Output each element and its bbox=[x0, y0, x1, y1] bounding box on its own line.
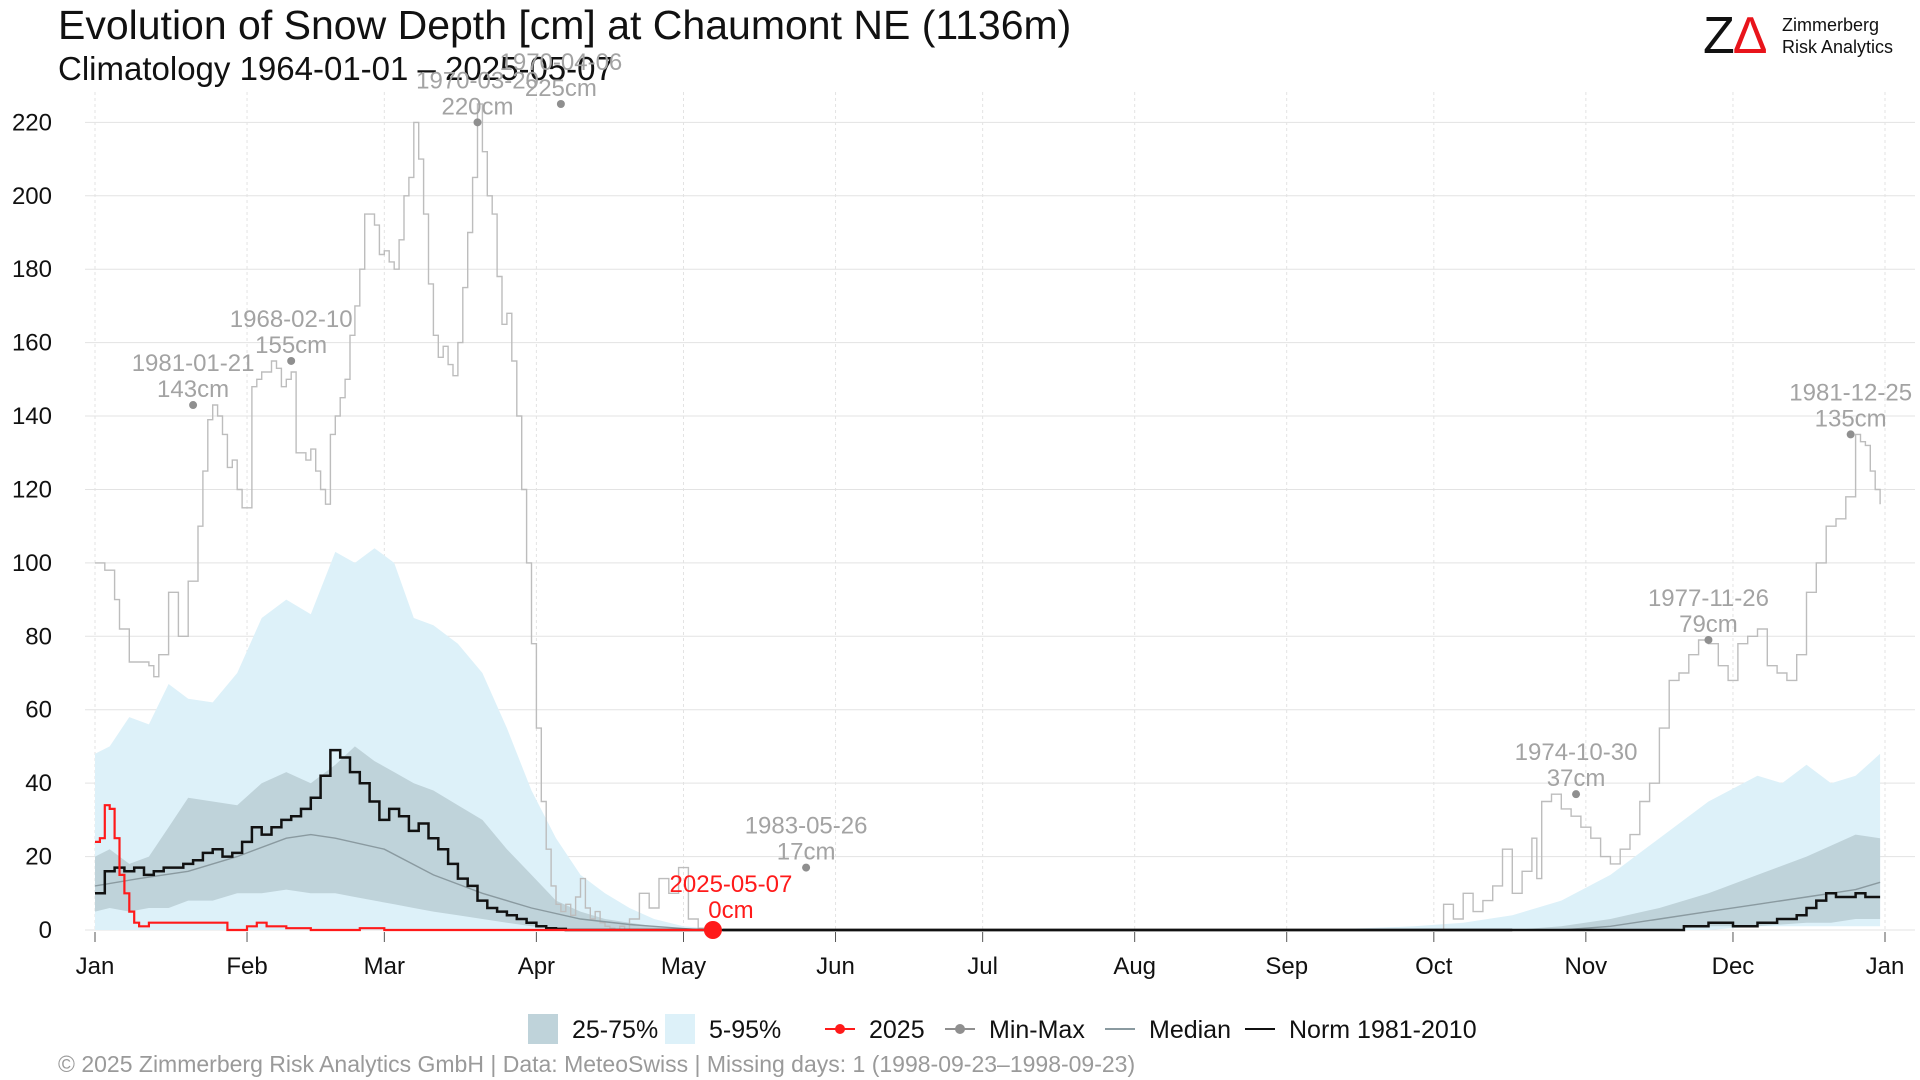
series-2025-line bbox=[95, 804, 713, 932]
y-tick-label: 100 bbox=[12, 550, 52, 577]
x-tick-label: Jan bbox=[76, 953, 115, 980]
median-line bbox=[94, 833, 1881, 931]
annotation-point bbox=[556, 100, 565, 108]
legend-label: 25-75% bbox=[572, 1016, 658, 1044]
copyright-caption: © 2025 Zimmerberg Risk Analytics GmbH | … bbox=[58, 1051, 1136, 1077]
y-tick-label: 40 bbox=[25, 770, 52, 797]
y-tick-label: 200 bbox=[12, 183, 52, 210]
logo-mark-icon: ZΔ bbox=[1703, 7, 1768, 65]
annotation-value: 37cm bbox=[1547, 765, 1606, 792]
legend-label: Norm 1981-2010 bbox=[1289, 1016, 1477, 1044]
annotation-date: 1970-04-06 bbox=[500, 49, 623, 76]
annotation-value: 143cm bbox=[157, 376, 229, 403]
annotation-date: 1983-05-26 bbox=[745, 813, 868, 840]
x-tick-label: Dec bbox=[1712, 953, 1755, 980]
x-tick-label: Apr bbox=[518, 953, 555, 980]
annotation-value: 225cm bbox=[525, 75, 597, 102]
legend-swatch bbox=[665, 1014, 695, 1044]
annotation-date: 1974-10-30 bbox=[1515, 739, 1638, 766]
company-logo: ZΔ Zimmerberg Risk Analytics bbox=[1703, 8, 1903, 68]
y-tick-label: 60 bbox=[25, 697, 52, 724]
band-layer bbox=[95, 548, 1881, 930]
legend-swatch bbox=[528, 1014, 558, 1044]
annotation-date: 1981-12-25 bbox=[1789, 379, 1912, 406]
line-layer bbox=[94, 103, 1881, 939]
annotation-value: 17cm bbox=[777, 839, 836, 866]
axis-layer: 0 20 40 60 80 100 120 140 160 180 200 220 Jan Feb Mar A… bbox=[12, 109, 1904, 980]
annotation-date: 1977-11-26 bbox=[1648, 585, 1769, 612]
min-max-line bbox=[95, 103, 1881, 931]
x-tick-label: Jan bbox=[1866, 953, 1905, 980]
band-25-75 bbox=[95, 746, 1881, 930]
y-tick-label: 0 bbox=[39, 917, 52, 944]
x-tick-label: Feb bbox=[226, 953, 267, 980]
annotation-value: 155cm bbox=[255, 332, 327, 359]
y-tick-label: 140 bbox=[12, 403, 52, 430]
y-tick-label: 160 bbox=[12, 330, 52, 357]
logo-text: Zimmerberg Risk Analytics bbox=[1782, 14, 1893, 58]
x-tick-label: Nov bbox=[1565, 953, 1608, 980]
legend-label: 5-95% bbox=[709, 1016, 781, 1044]
legend: 25-75% 5-95% 2025 Min-Max Median Norm 1981-20… bbox=[528, 1014, 1477, 1044]
x-tick-label: Aug bbox=[1113, 953, 1156, 980]
x-tick-label: Sep bbox=[1265, 953, 1308, 980]
annotation-point bbox=[473, 118, 482, 127]
annotation-date: 1968-02-10 bbox=[230, 306, 353, 333]
annotation-point bbox=[802, 863, 811, 872]
annotation-value: 220cm bbox=[441, 93, 513, 120]
current-point-marker bbox=[703, 921, 722, 939]
y-tick-label: 120 bbox=[12, 476, 52, 503]
y-tick-label: 20 bbox=[25, 844, 52, 871]
logo-line-1: Zimmerberg bbox=[1782, 15, 1880, 35]
legend-label: Min-Max bbox=[989, 1016, 1085, 1044]
annotation-point bbox=[1846, 430, 1855, 439]
chart-subtitle: Climatology 1964-01-01 – 2025-05-07 bbox=[58, 50, 614, 87]
logo-letter-z: Z bbox=[1703, 7, 1735, 65]
annotation-value: 79cm bbox=[1679, 611, 1738, 638]
annotation-point bbox=[287, 356, 296, 365]
annotation-date: 1970-03-20 bbox=[416, 67, 539, 94]
annotation-point bbox=[1572, 790, 1581, 799]
x-tick-label: Oct bbox=[1415, 953, 1453, 980]
legend-label: 2025 bbox=[869, 1016, 925, 1044]
legend-dot bbox=[835, 1024, 845, 1034]
annotation-value: 0cm bbox=[708, 897, 753, 924]
annotation-point bbox=[1704, 635, 1713, 644]
legend-label: Median bbox=[1149, 1016, 1231, 1044]
annotation-date: 2025-05-07 bbox=[670, 871, 793, 898]
legend-dot bbox=[955, 1024, 965, 1034]
logo-delta: Δ bbox=[1732, 7, 1768, 65]
norm-line bbox=[95, 748, 1881, 932]
x-tick-label: Jul bbox=[967, 953, 998, 980]
x-tick-label: May bbox=[661, 953, 706, 980]
y-tick-label: 180 bbox=[12, 256, 52, 283]
x-tick-label: Jun bbox=[816, 953, 855, 980]
x-tick-label: Mar bbox=[364, 953, 405, 980]
band-5-95 bbox=[95, 548, 1881, 930]
y-tick-label: 80 bbox=[25, 623, 52, 650]
annotation-point bbox=[189, 401, 198, 410]
logo-line-2: Risk Analytics bbox=[1782, 37, 1894, 57]
annotation-date: 1981-01-21 bbox=[132, 350, 255, 377]
chart-title: Evolution of Snow Depth [cm] at Chaumont… bbox=[58, 2, 1072, 48]
annotation-value: 135cm bbox=[1815, 405, 1887, 432]
y-tick-label: 220 bbox=[12, 109, 52, 136]
